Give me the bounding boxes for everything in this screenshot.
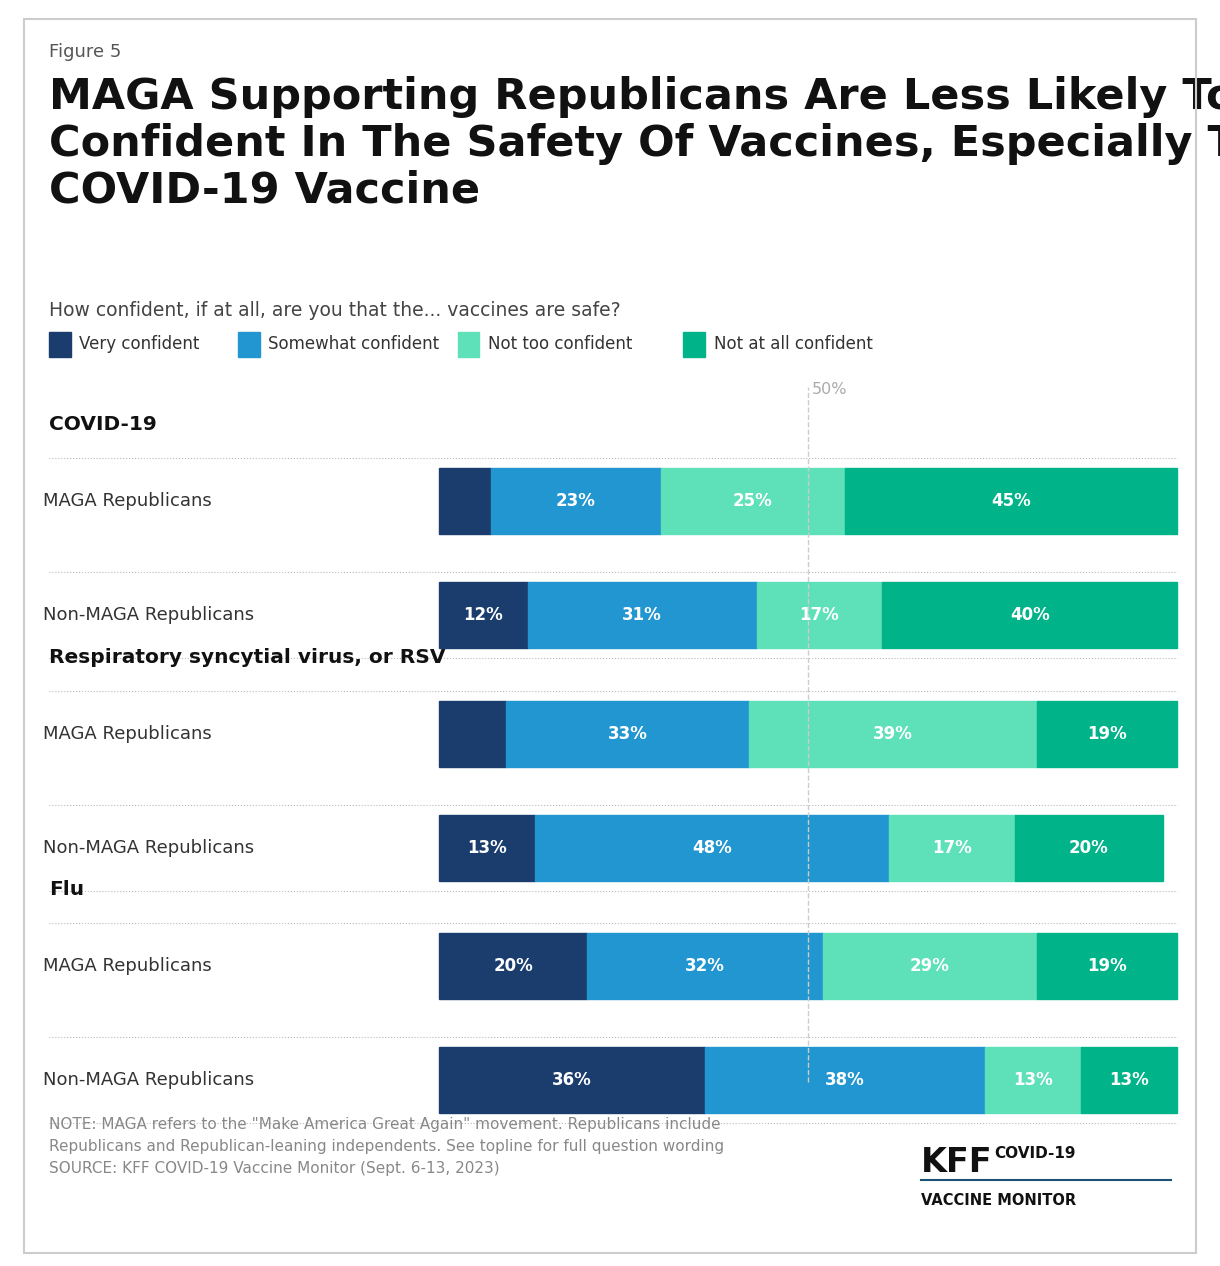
Text: 19%: 19% — [1087, 957, 1127, 975]
Text: 20%: 20% — [1069, 839, 1109, 857]
Text: NOTE: MAGA refers to the "Make America Great Again" movement. Republicans includ: NOTE: MAGA refers to the "Make America G… — [49, 1117, 723, 1176]
Text: 12%: 12% — [464, 606, 504, 624]
Text: 20%: 20% — [493, 957, 533, 975]
Text: 23%: 23% — [556, 492, 595, 510]
Text: COVID-19: COVID-19 — [994, 1146, 1076, 1161]
Text: 17%: 17% — [799, 606, 839, 624]
Text: 45%: 45% — [992, 492, 1031, 510]
Text: MAGA Republicans: MAGA Republicans — [43, 957, 211, 975]
Text: 33%: 33% — [608, 725, 648, 743]
Text: Somewhat confident: Somewhat confident — [268, 335, 439, 353]
Text: 50%: 50% — [813, 382, 848, 398]
Text: Non-MAGA Republicans: Non-MAGA Republicans — [43, 839, 254, 857]
Text: Non-MAGA Republicans: Non-MAGA Republicans — [43, 606, 254, 624]
Text: Respiratory syncytial virus, or RSV: Respiratory syncytial virus, or RSV — [49, 648, 445, 667]
Text: MAGA Supporting Republicans Are Less Likely To Be
Confident In The Safety Of Vac: MAGA Supporting Republicans Are Less Lik… — [49, 76, 1220, 211]
Text: Not at all confident: Not at all confident — [714, 335, 872, 353]
Text: VACCINE MONITOR: VACCINE MONITOR — [921, 1193, 1076, 1208]
Text: 17%: 17% — [932, 839, 972, 857]
Text: Very confident: Very confident — [79, 335, 200, 353]
Text: 25%: 25% — [733, 492, 772, 510]
Text: 32%: 32% — [684, 957, 725, 975]
Text: 31%: 31% — [622, 606, 662, 624]
Text: 13%: 13% — [467, 839, 508, 857]
Text: 13%: 13% — [1014, 1071, 1053, 1089]
Text: Figure 5: Figure 5 — [49, 43, 121, 61]
Text: 38%: 38% — [825, 1071, 865, 1089]
Text: Flu: Flu — [49, 880, 84, 899]
Text: 29%: 29% — [910, 957, 950, 975]
Text: 19%: 19% — [1087, 725, 1127, 743]
Text: Non-MAGA Republicans: Non-MAGA Republicans — [43, 1071, 254, 1089]
Text: MAGA Republicans: MAGA Republicans — [43, 492, 211, 510]
Text: 40%: 40% — [1010, 606, 1049, 624]
Text: 13%: 13% — [1109, 1071, 1149, 1089]
Text: MAGA Republicans: MAGA Republicans — [43, 725, 211, 743]
Text: How confident, if at all, are you that the... vaccines are safe?: How confident, if at all, are you that t… — [49, 301, 621, 320]
Text: KFF: KFF — [921, 1146, 993, 1179]
Text: COVID-19: COVID-19 — [49, 415, 156, 434]
Text: 48%: 48% — [693, 839, 732, 857]
Text: 39%: 39% — [874, 725, 913, 743]
Text: 36%: 36% — [553, 1071, 592, 1089]
Text: Not too confident: Not too confident — [488, 335, 632, 353]
